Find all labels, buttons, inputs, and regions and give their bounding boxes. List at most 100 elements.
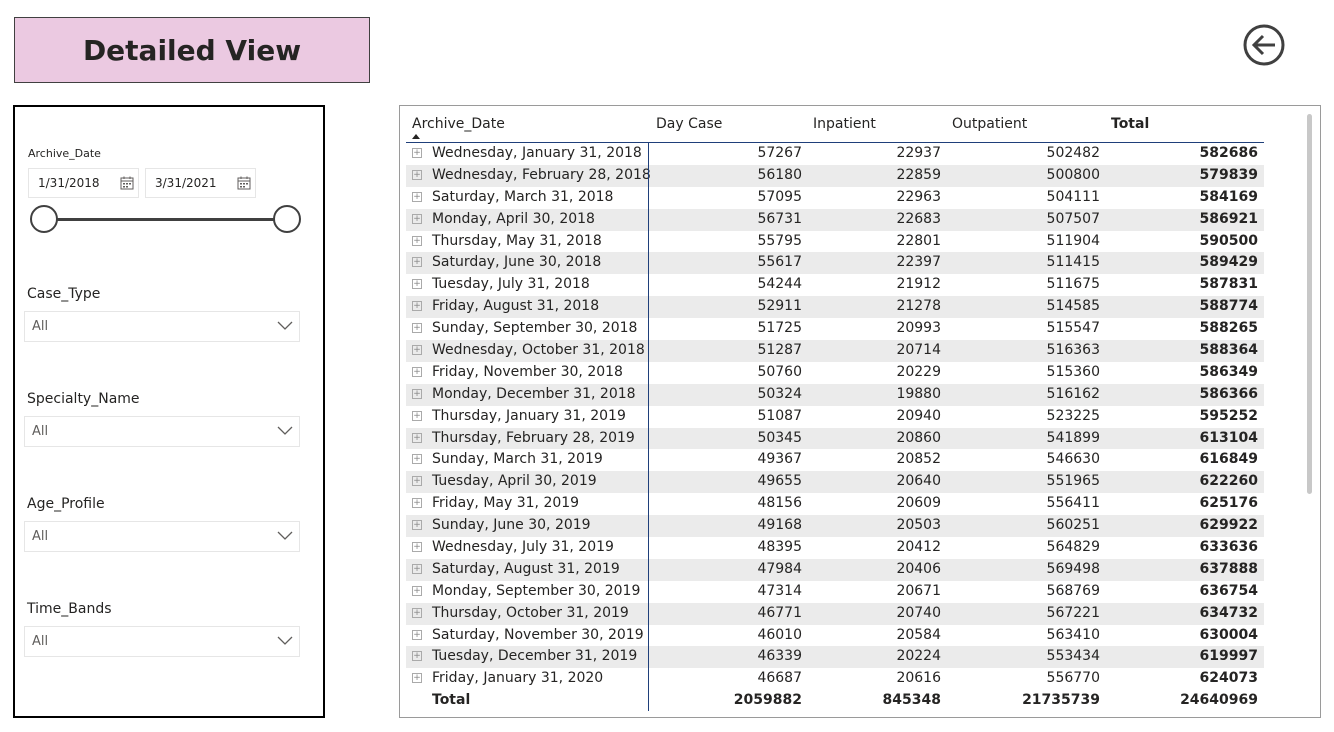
- expand-plus-icon[interactable]: +: [412, 169, 422, 180]
- case-type-value: All: [32, 319, 49, 334]
- start-date-input[interactable]: 1/31/2018: [28, 168, 139, 198]
- table-row[interactable]: + Saturday, August 31, 2019 47984 20406 5694…: [406, 558, 1264, 581]
- cell-total: 636754: [1199, 582, 1258, 599]
- expand-plus-icon[interactable]: +: [412, 563, 422, 574]
- specialty-name-dropdown[interactable]: All: [24, 416, 300, 447]
- header-divider: [406, 142, 1264, 143]
- cell-total: 622260: [1199, 473, 1258, 490]
- specialty-name-label: Specialty_Name: [27, 391, 140, 407]
- cell-outpatient: 563410: [1046, 626, 1100, 643]
- table-row[interactable]: + Thursday, February 28, 2019 50345 20860 54…: [406, 427, 1264, 450]
- table-row[interactable]: + Saturday, March 31, 2018 57095 22963 50411…: [406, 187, 1264, 209]
- expand-plus-icon[interactable]: +: [412, 542, 422, 553]
- table-row[interactable]: + Wednesday, January 31, 2018 57267 22937 50…: [406, 143, 1264, 165]
- cell-archive-date: Friday, January 31, 2020: [432, 670, 604, 687]
- expand-plus-icon[interactable]: +: [412, 432, 422, 443]
- cell-inpatient: 22937: [896, 145, 941, 161]
- cell-inpatient: 20640: [896, 473, 941, 490]
- column-header-outpatient[interactable]: Outpatient: [952, 116, 1028, 132]
- expand-plus-icon[interactable]: +: [412, 213, 422, 224]
- table-row[interactable]: + Saturday, November 30, 2019 46010 20584 56…: [406, 625, 1264, 647]
- expand-plus-icon[interactable]: +: [412, 673, 422, 684]
- table-row[interactable]: + Monday, April 30, 2018 56731 22683 507507 5…: [406, 208, 1264, 231]
- expand-plus-icon[interactable]: +: [412, 629, 422, 640]
- table-row[interactable]: + Wednesday, July 31, 2019 48395 20412 56482…: [406, 537, 1264, 559]
- calendar-icon[interactable]: [237, 176, 251, 190]
- cell-archive-date: Tuesday, April 30, 2019: [432, 473, 597, 490]
- cell-inpatient: 22963: [896, 188, 941, 205]
- table-row[interactable]: + Thursday, May 31, 2018 55795 22801 511904 5…: [406, 231, 1264, 253]
- cell-archive-date: Saturday, June 30, 2018: [432, 254, 602, 271]
- end-date-input[interactable]: 3/31/2021: [145, 168, 256, 198]
- expand-plus-icon[interactable]: +: [412, 388, 422, 399]
- expand-plus-icon[interactable]: +: [412, 366, 422, 377]
- cell-archive-date: Monday, April 30, 2018: [432, 210, 595, 227]
- cell-outpatient: 511415: [1046, 254, 1100, 271]
- expand-plus-icon[interactable]: +: [412, 410, 422, 421]
- expand-plus-icon[interactable]: +: [412, 476, 422, 487]
- table-row[interactable]: + Sunday, March 31, 2019 49367 20852 546630 6…: [406, 449, 1264, 471]
- cell-day-case: 54244: [757, 276, 802, 293]
- cell-archive-date: Monday, September 30, 2019: [432, 582, 641, 599]
- expand-plus-icon[interactable]: +: [412, 235, 422, 246]
- cell-day-case: 57267: [757, 145, 802, 161]
- table-row[interactable]: + Thursday, January 31, 2019 51087 20940 523…: [406, 406, 1264, 428]
- table-row[interactable]: + Thursday, October 31, 2019 46771 20740 567…: [406, 602, 1264, 625]
- cell-outpatient: 556411: [1046, 495, 1100, 512]
- vertical-scrollbar[interactable]: [1307, 114, 1312, 494]
- slider-start-handle[interactable]: [30, 205, 58, 233]
- table-row[interactable]: + Friday, November 30, 2018 50760 20229 5153…: [406, 362, 1264, 384]
- expand-plus-icon[interactable]: +: [412, 279, 422, 290]
- cell-day-case: 49655: [757, 473, 802, 490]
- table-row[interactable]: + Friday, May 31, 2019 48156 20609 556411 625…: [406, 493, 1264, 515]
- expand-plus-icon[interactable]: +: [412, 323, 422, 334]
- table-row[interactable]: + Tuesday, April 30, 2019 49655 20640 551965…: [406, 471, 1264, 494]
- table-row[interactable]: + Sunday, June 30, 2019 49168 20503 560251 62…: [406, 515, 1264, 538]
- expand-plus-icon[interactable]: +: [412, 651, 422, 662]
- expand-plus-icon[interactable]: +: [412, 498, 422, 509]
- expand-plus-icon[interactable]: +: [412, 301, 422, 312]
- cell-archive-date: Friday, August 31, 2018: [432, 298, 600, 315]
- cell-day-case: 46010: [757, 626, 802, 643]
- expand-plus-icon[interactable]: +: [412, 148, 422, 158]
- expand-plus-icon[interactable]: +: [412, 585, 422, 596]
- chevron-down-icon: [277, 321, 293, 330]
- table-row[interactable]: + Wednesday, October 31, 2018 51287 20714 51…: [406, 340, 1264, 362]
- table-row[interactable]: + Friday, August 31, 2018 52911 21278 514585…: [406, 296, 1264, 319]
- back-button[interactable]: [1242, 23, 1286, 67]
- table-row[interactable]: + Tuesday, December 31, 2019 46339 20224 553…: [406, 646, 1264, 669]
- time-bands-dropdown[interactable]: All: [24, 626, 300, 657]
- age-profile-dropdown[interactable]: All: [24, 521, 300, 552]
- calendar-icon[interactable]: [120, 176, 134, 190]
- date-range-slider-track[interactable]: [44, 218, 288, 221]
- expand-plus-icon[interactable]: +: [412, 345, 422, 356]
- column-header-inpatient[interactable]: Inpatient: [813, 116, 876, 132]
- cell-outpatient: 523225: [1046, 407, 1100, 424]
- cell-outpatient: 515547: [1046, 320, 1100, 337]
- cell-total: 582686: [1199, 145, 1258, 161]
- cell-archive-date: Thursday, February 28, 2019: [432, 429, 635, 446]
- column-header-day-case[interactable]: Day Case: [656, 116, 723, 132]
- table-row[interactable]: + Saturday, June 30, 2018 55617 22397 511415…: [406, 252, 1264, 275]
- expand-plus-icon[interactable]: +: [412, 607, 422, 618]
- cell-inpatient: 20584: [896, 626, 941, 643]
- column-header-total[interactable]: Total: [1111, 116, 1150, 132]
- table-row[interactable]: + Monday, December 31, 2018 50324 19880 5161…: [406, 383, 1264, 406]
- expand-plus-icon[interactable]: +: [412, 454, 422, 465]
- table-row[interactable]: + Wednesday, February 28, 2018 56180 22859 5…: [406, 164, 1264, 187]
- column-header-archive-date[interactable]: Archive_Date: [412, 116, 505, 132]
- expand-plus-icon[interactable]: +: [412, 257, 422, 268]
- expand-plus-icon[interactable]: +: [412, 191, 422, 202]
- case-type-dropdown[interactable]: All: [24, 311, 300, 342]
- cell-total: 590500: [1199, 232, 1258, 249]
- table-row[interactable]: + Sunday, September 30, 2018 51725 20993 515…: [406, 318, 1264, 340]
- table-row[interactable]: + Friday, January 31, 2020 46687 20616 55677…: [406, 668, 1264, 690]
- cell-outpatient: 502482: [1046, 145, 1100, 161]
- cell-inpatient: 20229: [896, 363, 941, 380]
- expand-plus-icon[interactable]: +: [412, 520, 422, 531]
- cell-outpatient: 514585: [1046, 298, 1100, 315]
- table-row[interactable]: + Monday, September 30, 2019 47314 20671 568…: [406, 581, 1264, 603]
- table-row[interactable]: + Tuesday, July 31, 2018 54244 21912 511675 5…: [406, 274, 1264, 296]
- cell-archive-date: Wednesday, February 28, 2018: [432, 166, 651, 183]
- slider-end-handle[interactable]: [273, 205, 301, 233]
